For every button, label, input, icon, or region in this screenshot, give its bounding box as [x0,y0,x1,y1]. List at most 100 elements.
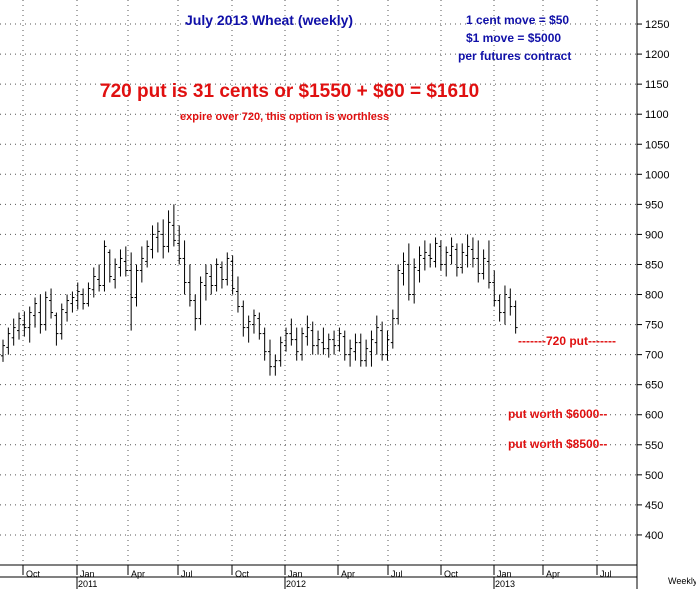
ohlc-bar [33,297,38,328]
month-label: Jan [288,569,303,579]
month-label: Apr [131,569,145,579]
ohlc-bar [401,252,406,286]
ohlc-bar [300,327,305,361]
ohlc-bar [182,240,187,295]
y-tick-label: 1250 [645,19,669,31]
ohlc-bar [113,258,118,289]
ohlc-bar [177,225,182,265]
ohlc-bar [476,240,481,283]
month-label: Jul [181,569,193,579]
ohlc-bar [75,282,80,310]
ohlc-bar [198,276,203,325]
ohlc-bar [449,237,454,265]
y-tick-label: 900 [645,229,663,241]
year-label: 2013 [495,579,515,589]
ohlc-bar [241,300,246,337]
ohlc-bar [38,294,43,334]
ohlc-bar [118,249,123,277]
ohlc-bar [508,288,513,316]
ohlc-bar [374,315,379,355]
ohlc-bar [209,264,214,295]
year-label: 2012 [286,579,306,589]
ohlc-bar [316,330,321,355]
month-label: Apr [546,569,560,579]
ohlc-bar [353,333,358,361]
ohlc-bar [102,240,107,292]
y-tick-label: 800 [645,290,663,302]
ohlc-bar [460,243,465,274]
ohlc-bar [43,291,48,331]
y-tick-label: 1050 [645,139,669,151]
ohlc-bar [326,333,331,358]
ohlc-bar [444,246,449,277]
ohlc-bar [107,249,112,283]
ohlc-bar [385,330,390,361]
y-tick-label: 1000 [645,169,669,181]
ohlc-bar [22,311,27,337]
ohlc-bar [65,294,70,322]
put-720-annotation: -------720 put------- [518,334,616,348]
ohlc-bar [145,240,150,268]
ohlc-bar [428,243,433,268]
ohlc-bar [70,291,75,313]
ohlc-bar [422,240,427,271]
ohlc-bar [284,327,289,352]
ohlc-bar [225,252,230,286]
month-label: Jul [600,569,612,579]
y-tick-label: 950 [645,199,663,211]
ohlc-bar [11,318,16,346]
ohlc-bar [97,264,102,292]
ohlc-bar [166,210,171,253]
put-8500-annotation: put worth $8500-- [508,437,607,451]
ohlc-bar [6,327,11,355]
grid [0,0,637,565]
month-label: Apr [341,569,355,579]
ohlc-bar [54,312,59,346]
ohlc-bar [150,225,155,259]
ohlc-bar [278,336,283,367]
ohlc-bar [86,282,91,307]
ohlc-bar [193,294,198,331]
price-bars [1,204,518,376]
y-tick-label: 500 [645,470,663,482]
y-tick-label: 850 [645,259,663,271]
info-line-1: 1 cent move = $50 [466,13,569,27]
ohlc-bar [337,327,342,352]
ohlc-bar [123,246,128,277]
month-label: Oct [235,569,250,579]
ohlc-bar [358,333,363,367]
ohlc-bar [465,234,470,268]
month-label: Jan [80,569,95,579]
ohlc-bar [49,288,54,319]
ohlc-bar [230,255,235,295]
ohlc-bar [364,339,369,367]
ohlc-bar [497,294,502,322]
ohlc-bar [492,270,497,307]
month-label: Oct [26,569,41,579]
ohlc-bar [321,327,326,355]
ohlc-bar [513,300,518,334]
ohlc-bar [187,264,192,307]
ohlc-bar [129,252,134,331]
ohlc-bar [81,288,86,310]
y-tick-label: 700 [645,350,663,362]
ohlc-bar [161,219,166,259]
ohlc-bar [470,237,475,268]
ohlc-bar [27,306,32,343]
ohlc-bar [134,264,139,307]
put-6000-annotation: put worth $6000-- [508,407,607,421]
ohlc-bar [348,339,353,367]
month-label: Jul [391,569,403,579]
ohlc-bar [502,285,507,325]
y-tick-label: 1150 [645,79,669,91]
ohlc-bar [417,246,422,283]
y-tick-label: 1100 [645,109,669,121]
ohlc-bar [268,339,272,376]
ohlc-bar [305,315,310,346]
ohlc-bar [390,309,395,349]
month-label: Jan [497,569,512,579]
ohlc-bar [454,243,459,277]
y-tick-label: 1200 [645,49,669,61]
ohlc-bar [203,264,208,301]
ohlc-bar [433,237,438,268]
